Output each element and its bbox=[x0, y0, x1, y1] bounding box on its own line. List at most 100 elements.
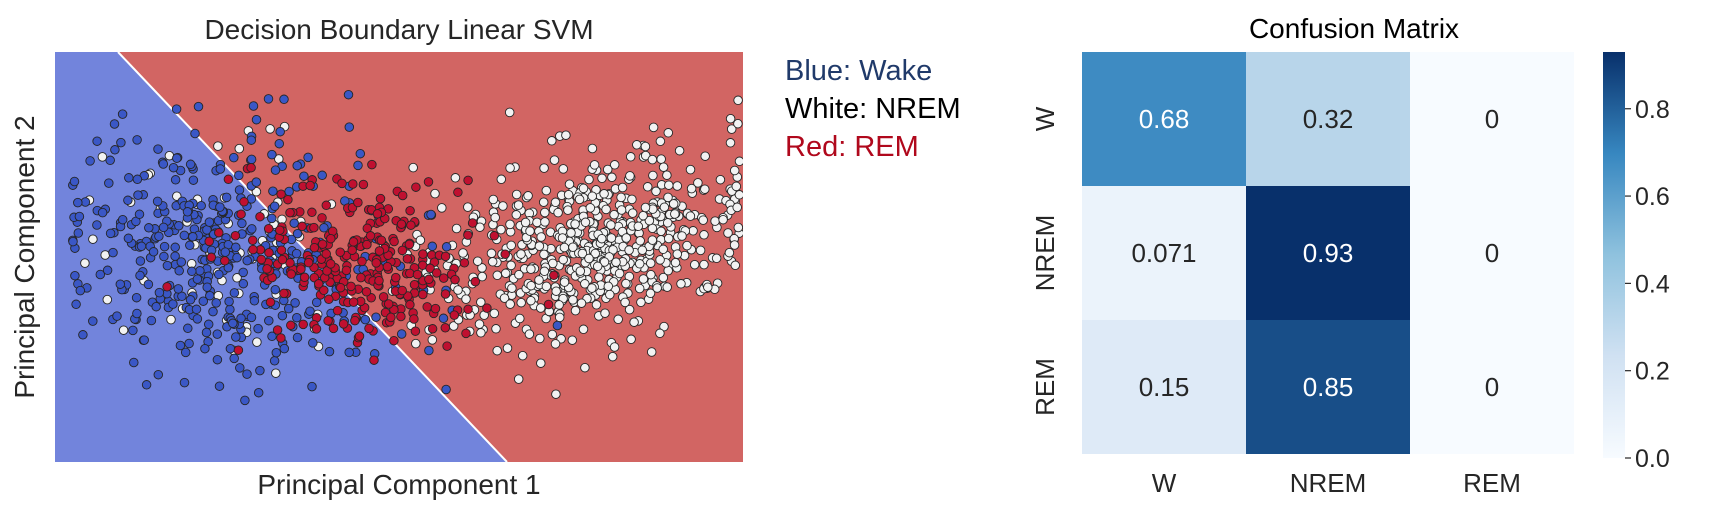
scatter-point-nrem bbox=[611, 257, 621, 267]
scatter-point-rem bbox=[285, 207, 295, 218]
scatter-point-wake bbox=[148, 247, 159, 257]
scatter-point-nrem bbox=[567, 335, 578, 345]
scatter-point-wake bbox=[242, 255, 252, 266]
scatter-point-wake bbox=[212, 329, 223, 339]
scatter-point-wake bbox=[75, 285, 86, 296]
scatter-point-nrem bbox=[430, 188, 440, 199]
scatter-point-rem bbox=[299, 272, 310, 283]
scatter-point-nrem bbox=[730, 260, 741, 271]
scatter-point-nrem bbox=[513, 374, 524, 384]
scatter-point-wake bbox=[264, 315, 274, 326]
scatter-point-wake bbox=[279, 343, 290, 354]
scatter-point-rem bbox=[347, 245, 357, 255]
scatter-point-rem bbox=[418, 289, 428, 300]
scatter-point-nrem bbox=[627, 194, 637, 205]
scatter-point-wake bbox=[396, 329, 407, 339]
scatter-point-nrem bbox=[489, 308, 500, 319]
scatter-point-rem bbox=[470, 276, 481, 287]
scatter-point-nrem bbox=[609, 342, 620, 352]
scatter-point-rem bbox=[362, 239, 372, 250]
scatter-point-nrem bbox=[648, 122, 659, 133]
scatter-point-wake bbox=[129, 357, 139, 368]
scatter-point-wake bbox=[246, 135, 257, 145]
scatter-point-nrem bbox=[88, 234, 98, 244]
scatter-point-nrem bbox=[491, 324, 501, 334]
scatter-point-wake bbox=[292, 332, 303, 343]
scatter-point-wake bbox=[173, 284, 184, 294]
scatter-point-rem bbox=[500, 249, 510, 259]
scatter-point-nrem bbox=[710, 216, 720, 226]
scatter-point-nrem bbox=[718, 214, 728, 225]
scatter-point-nrem bbox=[621, 233, 632, 243]
scatter-point-nrem bbox=[672, 249, 683, 259]
scatter-point-nrem bbox=[507, 283, 517, 293]
scatter-point-nrem bbox=[271, 368, 281, 378]
scatter-point-nrem bbox=[625, 171, 635, 181]
scatter-point-wake bbox=[168, 162, 179, 173]
scatter-point-nrem bbox=[100, 250, 110, 260]
scatter-point-rem bbox=[409, 314, 419, 324]
scatter-point-wake bbox=[193, 101, 204, 112]
scatter-point-rem bbox=[286, 320, 296, 331]
scatter-point-nrem bbox=[600, 308, 610, 318]
scatter-point-wake bbox=[319, 223, 329, 233]
scatter-point-rem bbox=[386, 312, 396, 323]
scatter-point-wake bbox=[253, 387, 264, 398]
scatter-point-wake bbox=[123, 195, 133, 206]
scatter-point-rem bbox=[383, 299, 394, 309]
scatter-point-nrem bbox=[549, 155, 560, 165]
scatter-point-wake bbox=[277, 310, 288, 321]
scatter-point-nrem bbox=[524, 329, 535, 339]
scatter-point-nrem bbox=[638, 274, 649, 284]
scatter-point-nrem bbox=[642, 182, 653, 192]
scatter-point-rem bbox=[367, 159, 377, 170]
scatter-point-nrem bbox=[463, 202, 473, 212]
scatter-point-rem bbox=[348, 179, 358, 189]
scatter-point-nrem bbox=[644, 215, 655, 226]
scatter-point-nrem bbox=[584, 174, 594, 185]
scatter-point-wake bbox=[307, 381, 317, 392]
colorbar-tick-label: 0.6 bbox=[1635, 183, 1670, 211]
scatter-point-wake bbox=[303, 152, 313, 163]
scatter-point-nrem bbox=[450, 173, 461, 183]
scatter-point-nrem bbox=[568, 242, 578, 252]
scatter-point-nrem bbox=[496, 224, 506, 235]
scatter-point-rem bbox=[346, 281, 356, 292]
scatter-point-nrem bbox=[539, 163, 549, 173]
scatter-point-wake bbox=[117, 214, 128, 225]
scatter-point-wake bbox=[225, 343, 236, 354]
scatter-point-rem bbox=[378, 292, 389, 302]
scatter-point-rem bbox=[255, 211, 265, 222]
scatter-point-nrem bbox=[601, 204, 611, 215]
scatter-point-rem bbox=[220, 256, 230, 266]
scatter-point-rem bbox=[298, 319, 308, 330]
scatter-point-rem bbox=[405, 205, 415, 216]
scatter-point-rem bbox=[247, 235, 258, 246]
scatter-point-wake bbox=[153, 144, 163, 154]
scatter-point-rem bbox=[365, 231, 376, 241]
scatter-point-nrem bbox=[558, 164, 569, 174]
scatter-point-wake bbox=[231, 242, 241, 253]
scatter-point-nrem bbox=[517, 350, 528, 361]
class-legend: Blue: Wake White: NREM Red: REM bbox=[785, 52, 961, 166]
scatter-point-wake bbox=[69, 176, 80, 187]
scatter-point-wake bbox=[185, 295, 196, 305]
scatter-point-nrem bbox=[488, 194, 499, 205]
scatter-point-nrem bbox=[658, 162, 669, 172]
scatter-point-nrem bbox=[672, 181, 683, 191]
scatter-point-rem bbox=[297, 221, 307, 232]
scatter-point-wake bbox=[344, 122, 355, 132]
scatter-point-wake bbox=[229, 353, 239, 364]
scatter-point-rem bbox=[296, 264, 306, 274]
scatter-point-nrem bbox=[534, 241, 545, 251]
scatter-point-wake bbox=[253, 323, 263, 334]
scatter-point-nrem bbox=[662, 170, 672, 180]
scatter-point-nrem bbox=[609, 160, 620, 170]
scatter-point-nrem bbox=[662, 218, 673, 228]
scatter-point-rem bbox=[272, 325, 283, 335]
scatter-point-nrem bbox=[526, 280, 536, 291]
scatter-point-nrem bbox=[688, 226, 698, 236]
scatter-point-rem bbox=[328, 323, 339, 334]
scatter-point-wake bbox=[343, 89, 354, 100]
